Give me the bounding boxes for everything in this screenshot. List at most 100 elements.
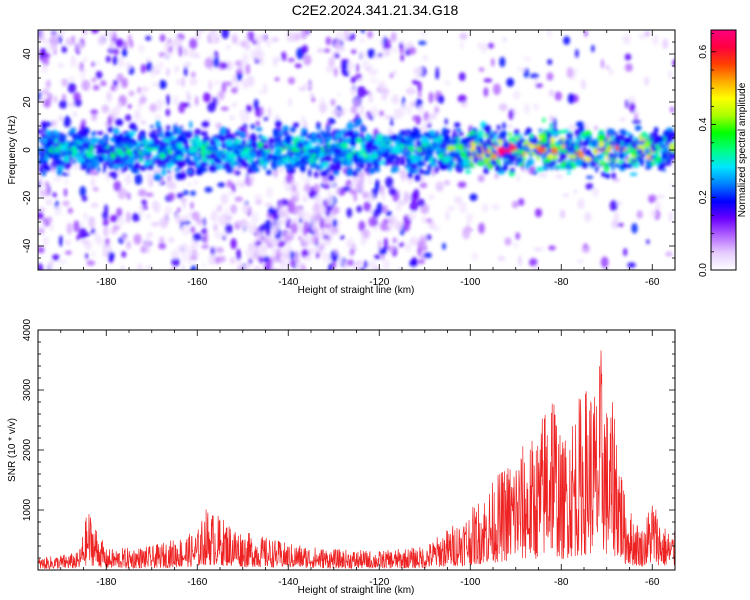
heatmap-cell: [590, 160, 596, 168]
heatmap-cell: [154, 114, 162, 120]
heatmap-cell: [289, 259, 296, 268]
heatmap-cell: [481, 42, 488, 54]
colorbar-tick-label: 0.4: [698, 117, 709, 131]
heatmap-cell: [352, 98, 361, 107]
heatmap-cell: [542, 165, 547, 169]
heatmap-cell: [409, 145, 415, 153]
heatmap-cell: [304, 183, 311, 192]
heatmap-cell: [396, 220, 403, 231]
heatmap-cell: [107, 126, 114, 133]
heatmap-cell: [181, 243, 189, 251]
heatmap-cell: [462, 148, 470, 153]
heatmap-cell: [252, 39, 257, 45]
heatmap-cell: [242, 222, 251, 230]
heatmap-cell: [625, 99, 629, 109]
heatmap-cell: [126, 61, 132, 71]
heatmap-cell: [434, 106, 440, 114]
heatmap-cell: [265, 266, 271, 270]
heatmap-cell: [331, 163, 335, 172]
heatmap-cell: [95, 70, 103, 79]
heatmap-cell: [256, 42, 261, 53]
heatmap-cell: [212, 57, 220, 68]
heatmap-cell: [358, 220, 366, 232]
heatmap-cell: [647, 194, 657, 203]
heatmap-cell: [420, 31, 427, 37]
heatmap-cell: [505, 152, 510, 160]
heatmap-cell: [506, 77, 515, 87]
heatmap-cell: [439, 148, 446, 154]
heatmap-cell: [408, 171, 413, 179]
heatmap-cell: [181, 263, 185, 270]
heatmap-cell: [51, 119, 58, 128]
heatmap-cell: [578, 126, 585, 133]
heatmap-cell: [303, 154, 310, 161]
heatmap-cell: [241, 116, 247, 124]
heatmap-cell: [417, 105, 425, 114]
heatmap-cell: [262, 237, 269, 244]
heatmap-cell: [104, 204, 109, 215]
heatmap-cell: [499, 56, 506, 68]
heatmap-cell: [332, 261, 337, 269]
heatmap-cell: [271, 274, 275, 283]
heatmap-cell: [354, 167, 362, 172]
heatmap-cell: [577, 198, 585, 210]
heatmap-cell: [442, 155, 450, 164]
heatmap-cell: [224, 223, 233, 234]
x-tick-label: -60: [645, 577, 660, 588]
heatmap-cell: [188, 209, 192, 217]
heatmap-cell: [339, 235, 345, 240]
heatmap-cell: [81, 79, 91, 91]
heatmap-cell: [608, 141, 616, 145]
heatmap-cell: [38, 157, 43, 164]
heatmap-cell: [42, 88, 50, 96]
heatmap-cell: [327, 125, 331, 131]
heatmap-cell: [350, 105, 358, 114]
heatmap-cell: [432, 137, 440, 143]
heatmap-cell: [570, 123, 576, 130]
heatmap-cell: [105, 55, 111, 63]
heatmap-cell: [572, 148, 576, 154]
heatmap-cell: [548, 89, 555, 97]
heatmap-cell: [137, 44, 145, 54]
heatmap-cell: [276, 154, 284, 160]
heatmap-cell: [108, 32, 114, 39]
heatmap-cell: [159, 147, 164, 154]
heatmap-cell: [176, 192, 184, 199]
heatmap-cell: [503, 160, 511, 165]
heatmap-cell: [400, 169, 408, 181]
heatmap-cell: [431, 165, 436, 177]
heatmap-cell: [183, 61, 192, 68]
heatmap-cell: [361, 125, 366, 133]
heatmap-cell: [346, 207, 353, 218]
heatmap-cell: [185, 89, 191, 101]
heatmap-cell: [618, 160, 624, 164]
heatmap-cell: [91, 250, 96, 258]
heatmap-cell: [492, 83, 501, 96]
heatmap-cell: [568, 147, 573, 152]
heatmap-cell: [193, 252, 199, 257]
heatmap-cell: [320, 170, 329, 177]
heatmap-cell: [144, 151, 151, 156]
heatmap-cell: [538, 133, 545, 139]
heatmap-cell: [636, 210, 643, 219]
heatmap-cell: [389, 152, 398, 159]
heatmap-cell: [513, 90, 521, 100]
heatmap-cell: [566, 67, 574, 79]
heatmap-cell: [250, 140, 257, 145]
heatmap-cell: [42, 57, 50, 67]
heatmap-cell: [109, 41, 115, 50]
heatmap-cell: [72, 133, 77, 141]
heatmap-cell: [437, 94, 445, 104]
heatmap-cell: [219, 62, 229, 70]
heatmap-cell: [275, 267, 285, 270]
heatmap-cell: [459, 41, 464, 50]
heatmap-cell: [272, 128, 279, 136]
heatmap-cell: [355, 137, 363, 144]
heatmap-cell: [149, 103, 157, 113]
heatmap-cell: [182, 198, 187, 210]
heatmap-cell: [632, 136, 638, 140]
heatmap-cell: [190, 201, 194, 210]
heatmap-cell: [220, 126, 225, 132]
heatmap-cell: [204, 57, 213, 69]
heatmap-cell: [469, 193, 478, 202]
